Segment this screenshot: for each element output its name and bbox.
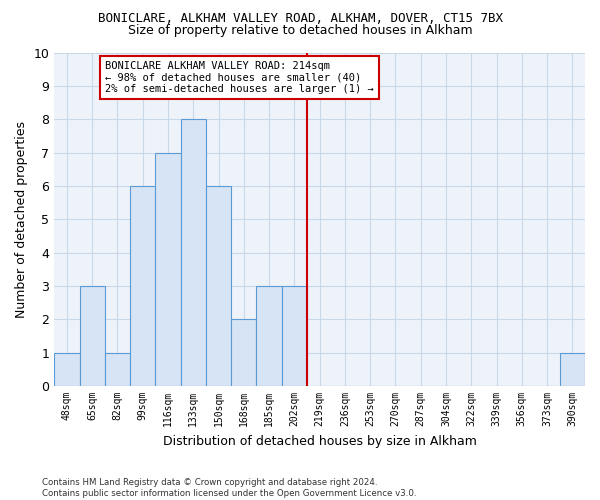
Bar xyxy=(282,286,307,386)
Y-axis label: Number of detached properties: Number of detached properties xyxy=(15,121,28,318)
Text: Contains HM Land Registry data © Crown copyright and database right 2024.
Contai: Contains HM Land Registry data © Crown c… xyxy=(42,478,416,498)
Bar xyxy=(155,152,181,386)
Bar xyxy=(560,352,585,386)
Bar xyxy=(231,320,256,386)
Bar xyxy=(181,119,206,386)
Bar xyxy=(54,352,80,386)
Bar xyxy=(130,186,155,386)
Text: BONICLARE, ALKHAM VALLEY ROAD, ALKHAM, DOVER, CT15 7BX: BONICLARE, ALKHAM VALLEY ROAD, ALKHAM, D… xyxy=(97,12,503,26)
Text: BONICLARE ALKHAM VALLEY ROAD: 214sqm
← 98% of detached houses are smaller (40)
2: BONICLARE ALKHAM VALLEY ROAD: 214sqm ← 9… xyxy=(105,61,374,94)
Text: Size of property relative to detached houses in Alkham: Size of property relative to detached ho… xyxy=(128,24,472,37)
X-axis label: Distribution of detached houses by size in Alkham: Distribution of detached houses by size … xyxy=(163,434,476,448)
Bar xyxy=(105,352,130,386)
Bar xyxy=(206,186,231,386)
Bar xyxy=(80,286,105,386)
Bar xyxy=(256,286,282,386)
